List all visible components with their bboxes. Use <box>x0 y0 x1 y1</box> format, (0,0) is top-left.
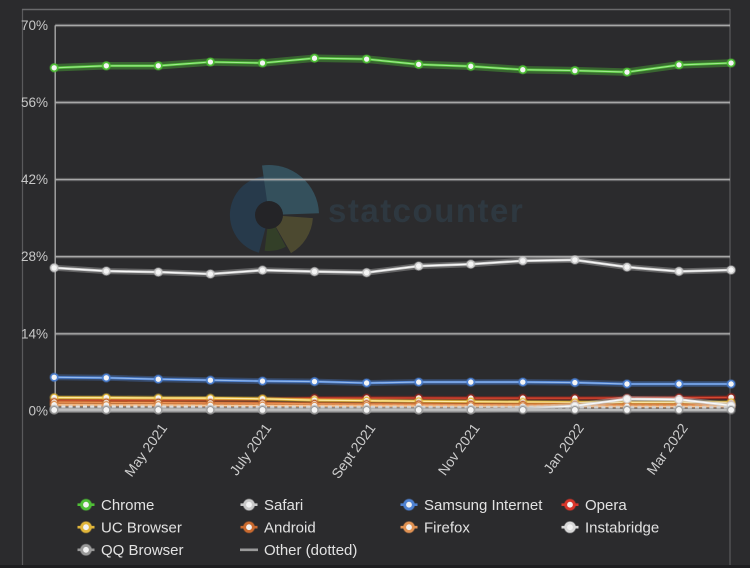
svg-text:28%: 28% <box>21 249 48 264</box>
svg-text:70%: 70% <box>21 18 48 33</box>
svg-text:42%: 42% <box>21 172 48 187</box>
svg-text:statcounter: statcounter <box>328 192 524 229</box>
svg-text:Samsung Internet: Samsung Internet <box>424 497 543 514</box>
svg-text:QQ Browser: QQ Browser <box>101 542 184 559</box>
svg-text:Android: Android <box>264 519 316 536</box>
svg-text:14%: 14% <box>21 326 48 341</box>
svg-text:Firefox: Firefox <box>424 519 470 536</box>
svg-text:Other (dotted): Other (dotted) <box>264 542 357 559</box>
svg-text:Safari: Safari <box>264 497 303 514</box>
svg-text:0%: 0% <box>28 403 48 418</box>
svg-text:Instabridge: Instabridge <box>585 519 659 536</box>
svg-text:Opera: Opera <box>585 497 627 514</box>
svg-text:Chrome: Chrome <box>101 497 154 514</box>
svg-text:56%: 56% <box>21 95 48 110</box>
svg-text:UC Browser: UC Browser <box>101 519 182 536</box>
